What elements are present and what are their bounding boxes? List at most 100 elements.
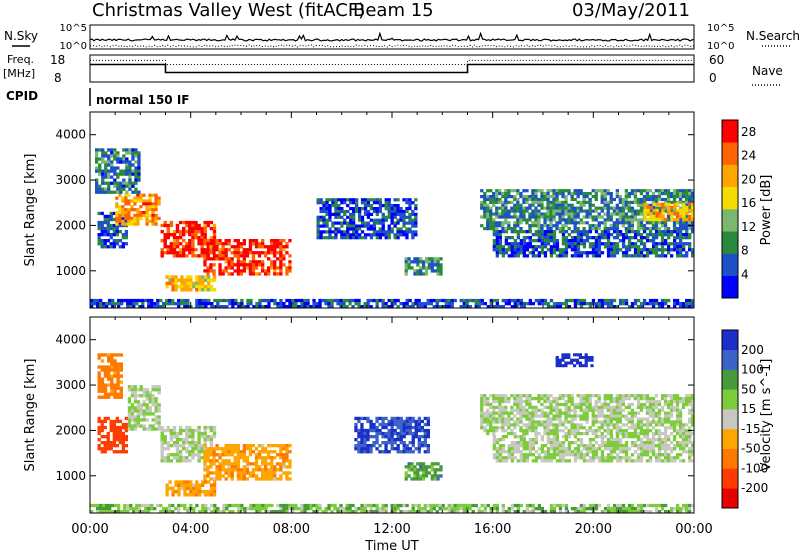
data-cell	[654, 221, 659, 225]
data-cell	[534, 215, 538, 219]
data-cell	[579, 239, 584, 243]
data-cell	[676, 245, 680, 249]
data-cell	[657, 197, 662, 202]
data-cell	[516, 221, 520, 225]
data-cell	[402, 230, 406, 234]
data-cell	[100, 435, 104, 439]
data-cell	[462, 298, 466, 303]
data-cell	[390, 215, 394, 219]
data-cell	[404, 266, 408, 270]
data-cell	[579, 251, 584, 255]
data-cell	[612, 405, 616, 409]
data-cell	[103, 371, 108, 375]
data-cell	[355, 201, 359, 205]
data-cell	[288, 450, 292, 454]
data-cell	[531, 195, 535, 199]
data-cell	[606, 414, 610, 418]
data-cell	[177, 298, 181, 303]
data-cell	[334, 212, 338, 216]
data-cell	[510, 206, 514, 210]
data-cell	[342, 302, 346, 306]
data-cell	[402, 212, 406, 216]
data-cell	[414, 204, 418, 208]
data-cell	[504, 251, 508, 255]
data-cell	[360, 428, 364, 433]
data-cell	[552, 302, 557, 306]
data-cell	[549, 423, 553, 427]
data-cell	[267, 272, 271, 276]
data-cell	[104, 169, 108, 173]
data-cell	[121, 435, 125, 439]
data-cell	[414, 212, 418, 216]
data-cell	[643, 205, 647, 210]
data-cell	[612, 206, 616, 210]
data-cell	[531, 248, 535, 252]
data-cell	[93, 298, 97, 303]
data-cell	[630, 254, 635, 258]
data-cell	[198, 284, 202, 289]
data-cell	[212, 477, 216, 481]
data-cell	[378, 201, 382, 205]
data-cell	[234, 298, 238, 303]
data-cell	[236, 245, 240, 249]
data-cell	[416, 269, 420, 273]
data-cell	[209, 220, 214, 225]
data-cell	[558, 251, 563, 255]
data-cell	[486, 221, 490, 225]
data-cell	[630, 227, 634, 231]
data-cell	[419, 477, 423, 481]
data-cell	[216, 298, 220, 303]
data-cell	[212, 257, 216, 261]
data-cell	[169, 245, 174, 249]
data-cell	[513, 251, 517, 255]
data-cell	[685, 236, 689, 240]
data-cell	[433, 474, 437, 478]
data-cell	[558, 402, 562, 407]
data-cell	[407, 263, 411, 267]
data-cell	[156, 305, 160, 309]
data-cell	[585, 212, 589, 216]
data-cell	[131, 163, 135, 167]
data-cell	[251, 242, 256, 246]
data-cell	[643, 202, 647, 206]
data-cell	[100, 386, 105, 390]
data-cell	[612, 245, 617, 249]
data-cell	[447, 305, 451, 309]
data-cell	[366, 431, 370, 436]
data-cell	[501, 435, 505, 439]
data-cell	[130, 208, 134, 212]
data-cell	[360, 438, 364, 442]
data-cell	[131, 151, 135, 155]
data-cell	[528, 394, 532, 398]
data-cell	[492, 441, 496, 445]
data-cell	[169, 251, 174, 255]
data-cell	[573, 212, 577, 216]
data-cell	[600, 242, 605, 246]
data-cell	[688, 208, 692, 213]
data-cell	[178, 459, 183, 463]
data-cell	[624, 221, 628, 225]
data-cell	[609, 456, 614, 460]
data-cell	[358, 212, 362, 216]
data-cell	[200, 254, 204, 258]
data-cell	[513, 197, 517, 202]
data-cell	[528, 242, 532, 246]
data-cell	[390, 416, 394, 421]
data-cell	[636, 453, 641, 457]
data-cell	[165, 483, 169, 487]
data-cell	[561, 200, 565, 204]
data-cell	[106, 239, 110, 243]
data-cell	[612, 236, 617, 240]
data-cell	[679, 211, 683, 216]
data-cell	[606, 233, 611, 237]
data-cell	[663, 227, 668, 231]
data-cell	[186, 281, 190, 286]
data-cell	[501, 203, 505, 207]
data-cell	[209, 288, 214, 292]
data-cell	[188, 245, 192, 249]
data-cell	[606, 302, 611, 306]
data-cell	[685, 227, 689, 231]
data-cell	[183, 302, 187, 306]
data-cell	[537, 251, 541, 255]
data-cell	[439, 263, 443, 267]
